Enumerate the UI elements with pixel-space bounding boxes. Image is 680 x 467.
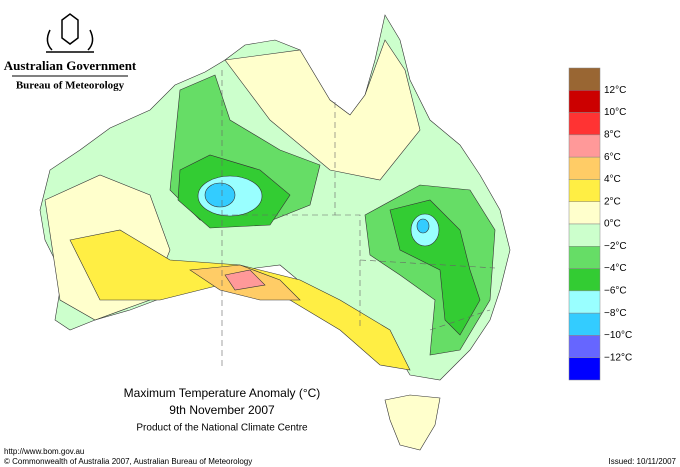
caption-date: 9th November 2007 xyxy=(169,403,275,417)
legend-swatch xyxy=(568,246,601,269)
legend-label: 2°C xyxy=(604,196,621,207)
government: Australian Government xyxy=(4,58,137,73)
legend-swatch xyxy=(568,67,601,91)
legend-label: −8°C xyxy=(604,308,627,319)
bureau: Bureau of Meteorology xyxy=(16,80,125,92)
legend-label: −6°C xyxy=(604,285,627,296)
map xyxy=(39,14,511,451)
legend-swatch xyxy=(568,335,601,358)
caption-subtitle: Product of the National Climate Centre xyxy=(136,423,308,434)
footer-issued: Issued: 10/11/2007 xyxy=(609,457,677,466)
footer-url: http://www.bom.gov.au xyxy=(4,447,84,456)
legend-label: −10°C xyxy=(604,330,632,341)
legend-swatch xyxy=(568,312,601,336)
legend-label: 10°C xyxy=(604,107,626,118)
legend: 12°C 10°C 8°C 6°C 4°C 2°C 0°C −2°C −4°C −6°C −8°C −… xyxy=(568,67,632,381)
legend-label: 4°C xyxy=(604,174,621,185)
legend-swatch xyxy=(568,268,601,292)
legend-swatch xyxy=(568,223,601,247)
legend-swatch xyxy=(568,156,601,180)
legend-swatch xyxy=(568,290,601,314)
legend-label: −12°C xyxy=(604,352,632,363)
legend-swatch xyxy=(568,90,601,113)
legend-swatch xyxy=(568,112,601,136)
legend-label: −4°C xyxy=(604,263,627,274)
legend-swatch xyxy=(568,357,601,381)
legend-swatch xyxy=(568,201,601,225)
legend-label: 12°C xyxy=(604,85,626,96)
legend-label: −2°C xyxy=(604,241,627,252)
legend-label: 0°C xyxy=(604,219,621,230)
legend-swatch xyxy=(568,179,601,202)
crest xyxy=(46,13,94,53)
legend-swatch xyxy=(568,134,601,158)
legend-label: 8°C xyxy=(604,129,621,140)
legend-label: 6°C xyxy=(604,152,621,163)
caption-title: Maximum Temperature Anomaly (°C) xyxy=(124,386,321,400)
footer-copyright: © Commonwealth of Australia 2007, Austra… xyxy=(4,457,252,466)
